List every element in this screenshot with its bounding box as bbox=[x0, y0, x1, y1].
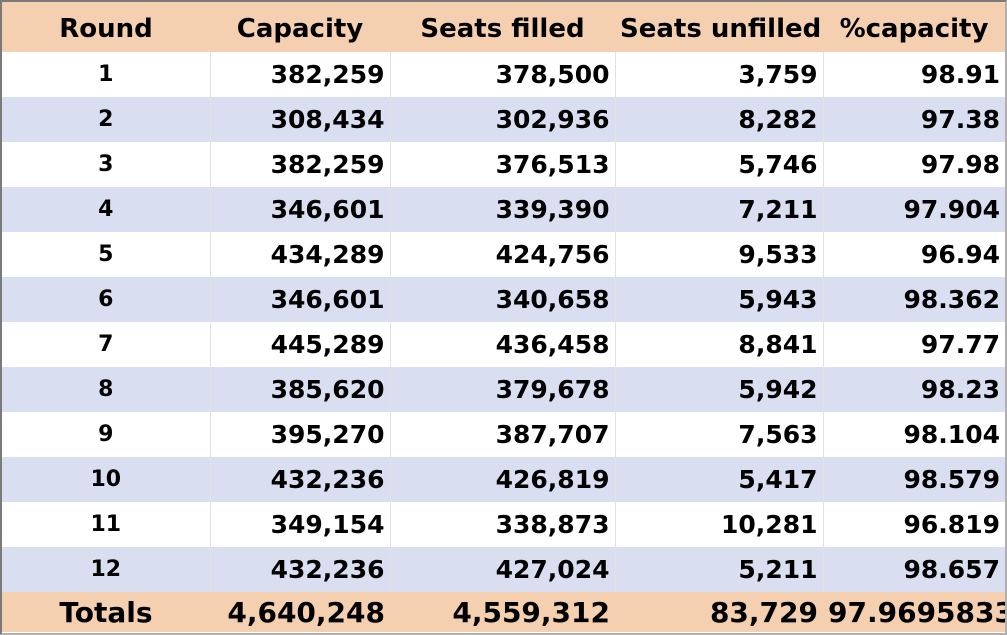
table-row: 4 346,601 339,390 7,211 97.904 bbox=[2, 187, 1005, 232]
cell-seats-unfilled[interactable]: 5,943 bbox=[615, 277, 824, 322]
cell-round[interactable]: 8 bbox=[2, 367, 211, 412]
cell-seats-unfilled[interactable]: 5,211 bbox=[615, 547, 824, 592]
cell-capacity[interactable]: 346,601 bbox=[210, 187, 391, 232]
cell-round[interactable]: 7 bbox=[2, 322, 211, 367]
cell-round[interactable]: 10 bbox=[2, 457, 211, 502]
table-row: 10 432,236 426,819 5,417 98.579 bbox=[2, 457, 1005, 502]
totals-row: Totals 4,640,248 4,559,312 83,729 97.969… bbox=[2, 592, 1005, 632]
cell-capacity[interactable]: 349,154 bbox=[210, 502, 391, 547]
cell-capacity[interactable]: 432,236 bbox=[210, 457, 391, 502]
totals-seats-filled[interactable]: 4,559,312 bbox=[390, 592, 615, 632]
cell-percent-capacity[interactable]: 98.362 bbox=[823, 277, 1005, 322]
cell-seats-filled[interactable]: 427,024 bbox=[390, 547, 616, 592]
cell-seats-filled[interactable]: 378,500 bbox=[390, 52, 616, 97]
cell-seats-filled[interactable]: 302,936 bbox=[390, 97, 616, 142]
header-seats-filled[interactable]: Seats filled bbox=[390, 2, 615, 52]
cell-capacity[interactable]: 432,236 bbox=[210, 547, 391, 592]
table-body: 1 382,259 378,500 3,759 98.91 2 308,434 302,936… bbox=[2, 52, 1005, 592]
header-round[interactable]: Round bbox=[2, 2, 210, 52]
totals-percent-capacity[interactable]: 97.9695833 bbox=[823, 592, 1005, 632]
cell-round[interactable]: 9 bbox=[2, 412, 211, 457]
cell-seats-unfilled[interactable]: 7,563 bbox=[615, 412, 824, 457]
totals-label[interactable]: Totals bbox=[2, 592, 210, 632]
cell-capacity[interactable]: 445,289 bbox=[210, 322, 391, 367]
cell-capacity[interactable]: 385,620 bbox=[210, 367, 391, 412]
cell-round[interactable]: 2 bbox=[2, 97, 211, 142]
cell-percent-capacity[interactable]: 97.77 bbox=[823, 322, 1005, 367]
cell-percent-capacity[interactable]: 97.904 bbox=[823, 187, 1005, 232]
cell-seats-unfilled[interactable]: 10,281 bbox=[615, 502, 824, 547]
cell-round[interactable]: 11 bbox=[2, 502, 211, 547]
cell-percent-capacity[interactable]: 97.98 bbox=[823, 142, 1005, 187]
table-row: 8 385,620 379,678 5,942 98.23 bbox=[2, 367, 1005, 412]
table-row: 12 432,236 427,024 5,211 98.657 bbox=[2, 547, 1005, 592]
cell-percent-capacity[interactable]: 96.819 bbox=[823, 502, 1005, 547]
cell-seats-filled[interactable]: 387,707 bbox=[390, 412, 616, 457]
cell-seats-filled[interactable]: 426,819 bbox=[390, 457, 616, 502]
cell-seats-filled[interactable]: 338,873 bbox=[390, 502, 616, 547]
table-row: 5 434,289 424,756 9,533 96.94 bbox=[2, 232, 1005, 277]
cell-round[interactable]: 12 bbox=[2, 547, 211, 592]
cell-seats-unfilled[interactable]: 7,211 bbox=[615, 187, 824, 232]
cell-capacity[interactable]: 395,270 bbox=[210, 412, 391, 457]
totals-capacity[interactable]: 4,640,248 bbox=[210, 592, 390, 632]
totals-seats-unfilled[interactable]: 83,729 bbox=[615, 592, 823, 632]
cell-seats-filled[interactable]: 379,678 bbox=[390, 367, 616, 412]
header-seats-unfilled[interactable]: Seats unfilled bbox=[615, 2, 823, 52]
table-row: 9 395,270 387,707 7,563 98.104 bbox=[2, 412, 1005, 457]
cell-round[interactable]: 6 bbox=[2, 277, 211, 322]
cell-capacity[interactable]: 346,601 bbox=[210, 277, 391, 322]
cell-seats-unfilled[interactable]: 5,417 bbox=[615, 457, 824, 502]
cell-seats-unfilled[interactable]: 8,282 bbox=[615, 97, 824, 142]
cell-seats-filled[interactable]: 376,513 bbox=[390, 142, 616, 187]
cell-seats-unfilled[interactable]: 9,533 bbox=[615, 232, 824, 277]
cell-capacity[interactable]: 382,259 bbox=[210, 52, 391, 97]
cell-percent-capacity[interactable]: 96.94 bbox=[823, 232, 1005, 277]
cell-percent-capacity[interactable]: 98.91 bbox=[823, 52, 1005, 97]
header-row: Round Capacity Seats filled Seats unfill… bbox=[2, 2, 1005, 52]
cell-round[interactable]: 3 bbox=[2, 142, 211, 187]
table-row: 2 308,434 302,936 8,282 97.38 bbox=[2, 97, 1005, 142]
cell-round[interactable]: 5 bbox=[2, 232, 211, 277]
table-row: 11 349,154 338,873 10,281 96.819 bbox=[2, 502, 1005, 547]
cell-seats-filled[interactable]: 340,658 bbox=[390, 277, 616, 322]
table-row: 1 382,259 378,500 3,759 98.91 bbox=[2, 52, 1005, 97]
header-capacity[interactable]: Capacity bbox=[210, 2, 390, 52]
cell-round[interactable]: 1 bbox=[2, 52, 211, 97]
table-row: 6 346,601 340,658 5,943 98.362 bbox=[2, 277, 1005, 322]
cell-seats-unfilled[interactable]: 5,942 bbox=[615, 367, 824, 412]
table-row: 7 445,289 436,458 8,841 97.77 bbox=[2, 322, 1005, 367]
table-row: 3 382,259 376,513 5,746 97.98 bbox=[2, 142, 1005, 187]
cell-percent-capacity[interactable]: 98.23 bbox=[823, 367, 1005, 412]
cell-seats-unfilled[interactable]: 3,759 bbox=[615, 52, 824, 97]
cell-round[interactable]: 4 bbox=[2, 187, 211, 232]
cell-capacity[interactable]: 434,289 bbox=[210, 232, 391, 277]
cell-capacity[interactable]: 382,259 bbox=[210, 142, 391, 187]
cell-seats-filled[interactable]: 424,756 bbox=[390, 232, 616, 277]
cell-seats-filled[interactable]: 339,390 bbox=[390, 187, 616, 232]
cell-seats-filled[interactable]: 436,458 bbox=[390, 322, 616, 367]
cell-percent-capacity[interactable]: 98.104 bbox=[823, 412, 1005, 457]
header-percent-capacity[interactable]: %capacity bbox=[823, 2, 1005, 52]
cell-percent-capacity[interactable]: 97.38 bbox=[823, 97, 1005, 142]
cell-percent-capacity[interactable]: 98.579 bbox=[823, 457, 1005, 502]
cell-seats-unfilled[interactable]: 5,746 bbox=[615, 142, 824, 187]
cell-seats-unfilled[interactable]: 8,841 bbox=[615, 322, 824, 367]
cell-percent-capacity[interactable]: 98.657 bbox=[823, 547, 1005, 592]
cell-capacity[interactable]: 308,434 bbox=[210, 97, 391, 142]
